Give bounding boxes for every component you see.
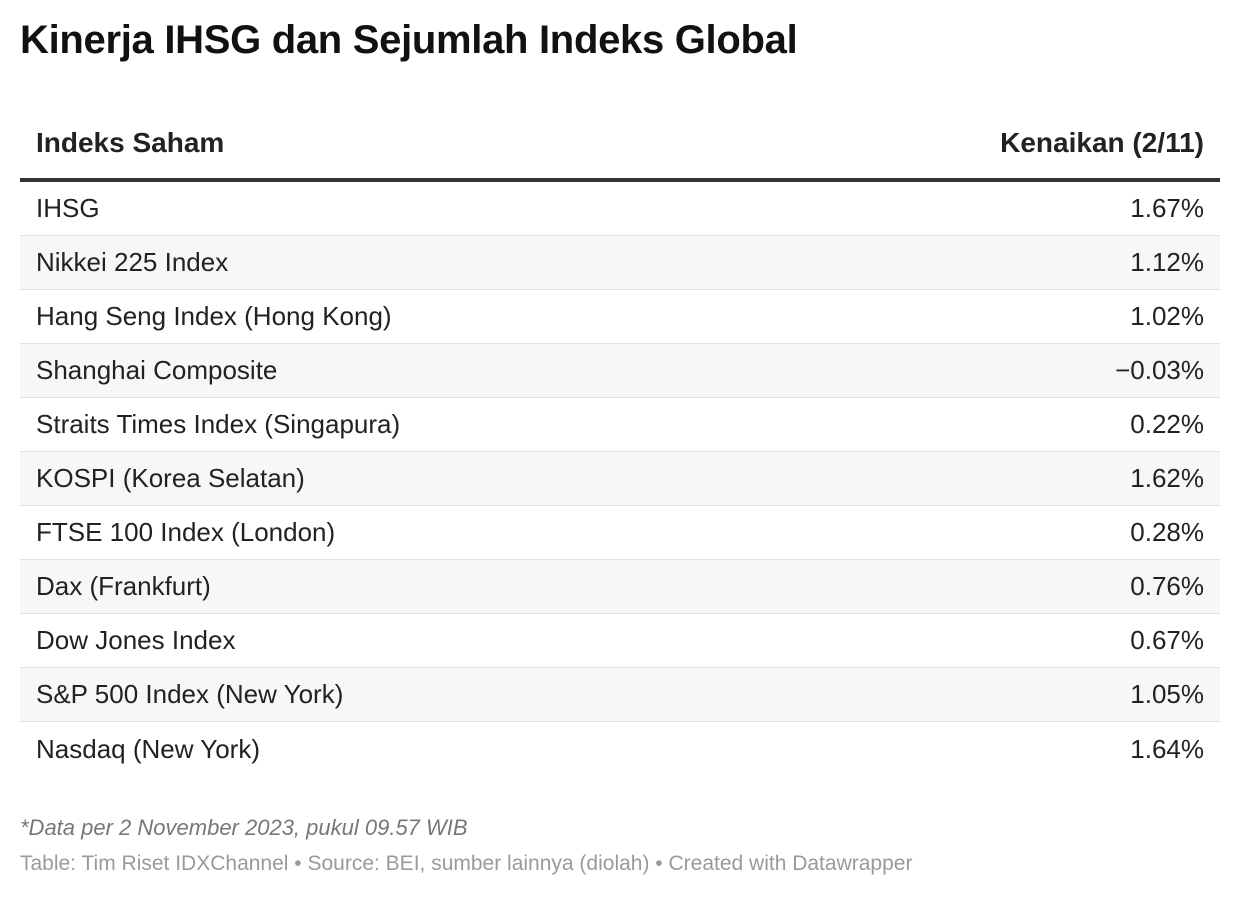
column-header-index[interactable]: Indeks Saham [36,127,225,158]
table-row: Dow Jones Index 0.67% [20,614,1220,668]
index-name-cell: Nikkei 225 Index [36,247,229,277]
index-name-cell: Nasdaq (New York) [36,733,260,764]
change-value-cell: 0.76% [1130,571,1204,601]
index-name-cell: S&P 500 Index (New York) [36,679,344,709]
table-row: S&P 500 Index (New York) 1.05% [20,668,1220,722]
index-name-cell: Dow Jones Index [36,625,236,655]
table-row: Shanghai Composite −0.03% [20,344,1220,398]
index-name-cell: KOSPI (Korea Selatan) [36,463,305,493]
change-value-cell: −0.03% [1115,355,1204,385]
data-table: Indeks Saham Kenaikan (2/11) IHSG 1.67% Ni… [20,108,1220,776]
index-name-cell: FTSE 100 Index (London) [36,517,336,547]
index-name-cell: Hang Seng Index (Hong Kong) [36,301,392,331]
column-header-change[interactable]: Kenaikan (2/11) [1000,127,1204,158]
table-row: Straits Times Index (Singapura) 0.22% [20,398,1220,452]
change-value-cell: 1.64% [1130,733,1204,764]
change-value-cell: 0.22% [1130,409,1204,439]
source-footer: Table: Tim Riset IDXChannel • Source: BE… [20,852,913,875]
table-row: Hang Seng Index (Hong Kong) 1.02% [20,290,1220,344]
change-value-cell: 0.28% [1130,517,1204,547]
change-value-cell: 1.02% [1130,301,1204,331]
index-name-cell: Shanghai Composite [36,355,278,385]
change-value-cell: 0.67% [1130,625,1204,655]
change-value-cell: 1.62% [1130,463,1204,493]
table-header: Indeks Saham Kenaikan (2/11) [20,108,1220,182]
table-row: Nikkei 225 Index 1.12% [20,236,1220,290]
chart-title: Kinerja IHSG dan Sejumlah Indeks Global [20,18,798,62]
change-value-cell: 1.12% [1130,247,1204,277]
table-body: IHSG 1.67% Nikkei 225 Index 1.12% Hang Seng … [20,182,1220,776]
index-name-cell: IHSG [36,193,100,223]
index-name-cell: Dax (Frankfurt) [36,571,211,601]
table-row: KOSPI (Korea Selatan) 1.62% [20,452,1220,506]
index-name-cell: Straits Times Index (Singapura) [36,409,401,439]
change-value-cell: 1.05% [1130,679,1204,709]
table-row: Nasdaq (New York) 1.64% [20,722,1220,776]
table-row: IHSG 1.67% [20,182,1220,236]
change-value-cell: 1.67% [1130,193,1204,223]
table-row: FTSE 100 Index (London) 0.28% [20,506,1220,560]
table-row: Dax (Frankfurt) 0.76% [20,560,1220,614]
data-note: *Data per 2 November 2023, pukul 09.57 W… [20,815,468,840]
